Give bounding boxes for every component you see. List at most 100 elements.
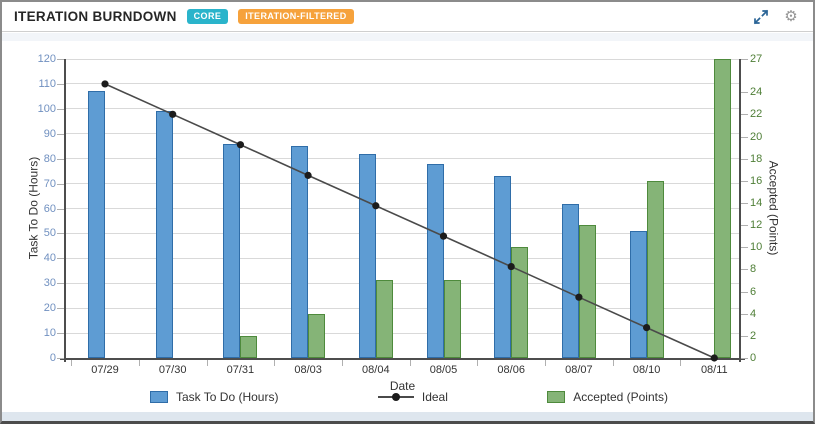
legend-label: Accepted (Points): [573, 390, 668, 404]
right-tick-mark: [741, 136, 748, 138]
task-to-do-bar[interactable]: [358, 153, 376, 358]
accepted-bar[interactable]: [308, 313, 326, 358]
right-tick-mark: [741, 114, 748, 116]
x-axis-title: Date: [389, 379, 416, 393]
accepted-bar[interactable]: [578, 225, 596, 358]
task-to-do-bar[interactable]: [88, 91, 105, 358]
left-tick-mark: [57, 208, 64, 210]
right-tick-mark: [741, 313, 748, 315]
x-tick-mark: [477, 360, 479, 366]
ideal-point[interactable]: [575, 293, 583, 301]
right-tick-label: 14: [750, 196, 763, 209]
expand-icon[interactable]: [751, 7, 771, 27]
left-tick-mark: [57, 333, 64, 335]
left-tick-label: 100: [37, 102, 56, 115]
x-tick-label: 08/11: [700, 364, 728, 376]
right-tick-label: 27: [750, 53, 763, 65]
right-tick-label: 18: [750, 152, 763, 165]
legend-item-accepted[interactable]: Accepted (Points): [547, 390, 668, 404]
right-axis-line: [739, 59, 741, 362]
right-tick-label: 24: [750, 86, 763, 99]
right-tick-label: 10: [750, 241, 763, 254]
ideal-point[interactable]: [236, 141, 244, 149]
accepted-bar[interactable]: [511, 247, 529, 358]
grid-line: [66, 332, 739, 334]
right-tick-label: 12: [750, 219, 763, 232]
ideal-point[interactable]: [507, 262, 515, 271]
right-tick-mark: [741, 358, 748, 359]
accepted-bar[interactable]: [646, 180, 664, 358]
x-tick-mark: [71, 360, 73, 366]
right-tick-label: 0: [750, 352, 757, 364]
grid-line: [66, 83, 739, 85]
x-tick-mark: [409, 360, 411, 366]
legend-item-ideal[interactable]: Ideal: [377, 390, 448, 404]
accepted-bar[interactable]: [443, 280, 461, 358]
x-tick-label: 08/05: [429, 364, 458, 376]
left-tick-mark: [57, 283, 64, 285]
ideal-point[interactable]: [101, 80, 109, 88]
left-tick-mark: [57, 233, 64, 235]
ideal-point[interactable]: [372, 202, 380, 210]
ideal-point[interactable]: [439, 232, 448, 240]
accepted-bar[interactable]: [375, 280, 393, 358]
task-to-do-swatch: [150, 391, 168, 403]
right-tick-mark: [741, 335, 748, 337]
grid-line: [66, 257, 739, 259]
x-tick-mark: [612, 360, 614, 366]
x-tick-mark: [138, 360, 140, 366]
ideal-point[interactable]: [643, 324, 651, 332]
grid-line: [66, 183, 739, 185]
ideal-marker: [377, 393, 414, 401]
ideal-point[interactable]: [304, 171, 312, 179]
right-tick-mark: [741, 202, 748, 204]
right-tick-mark: [741, 92, 748, 94]
x-tick-label: 08/03: [294, 364, 322, 376]
task-to-do-bar[interactable]: [155, 111, 173, 358]
task-to-do-bar[interactable]: [223, 143, 241, 358]
x-tick-label: 08/10: [632, 364, 661, 376]
right-tick-mark: [741, 247, 748, 249]
left-tick-label: 70: [43, 177, 56, 190]
task-to-do-bar[interactable]: [561, 203, 579, 358]
legend-label: Ideal: [421, 390, 448, 404]
right-tick-mark: [741, 225, 748, 227]
left-tick-mark: [57, 308, 64, 310]
accepted-bar[interactable]: [714, 59, 732, 358]
grid-line: [66, 208, 739, 209]
grid-line: [66, 158, 739, 160]
accepted-swatch: [547, 391, 566, 403]
ideal-point[interactable]: [710, 354, 718, 362]
gear-icon[interactable]: ⚙: [784, 8, 798, 25]
left-tick-label: 10: [43, 327, 56, 340]
accepted-bar[interactable]: [240, 335, 258, 358]
grid-line: [66, 282, 739, 284]
right-tick-label: 4: [750, 307, 757, 320]
grid-line: [66, 133, 739, 135]
legend-label: Task To Do (Hours): [176, 390, 279, 404]
task-to-do-bar[interactable]: [291, 146, 309, 358]
x-tick-mark: [206, 360, 208, 366]
ideal-point[interactable]: [169, 110, 177, 118]
task-to-do-bar[interactable]: [426, 163, 444, 358]
x-tick-mark: [680, 360, 682, 366]
left-tick-mark: [57, 158, 64, 160]
grid-line: [66, 307, 739, 309]
left-tick-mark: [57, 108, 64, 110]
right-tick-mark: [741, 291, 748, 293]
right-tick-label: 2: [750, 329, 757, 342]
x-tick-label: 08/04: [362, 364, 390, 376]
left-tick-mark: [57, 83, 64, 85]
legend-item-task-to-do[interactable]: Task To Do (Hours): [150, 390, 278, 404]
x-tick-mark: [274, 360, 276, 366]
right-tick-label: 6: [750, 285, 757, 298]
x-tick-label: 07/31: [226, 364, 255, 376]
header-substrip: [2, 33, 813, 41]
left-tick-label: 80: [43, 152, 56, 165]
x-tick-label: 07/29: [91, 364, 119, 376]
left-tick-label: 0: [49, 352, 56, 364]
grid-line: [66, 232, 739, 234]
right-tick-label: 8: [750, 263, 757, 276]
widget-footer-strip: [2, 412, 813, 421]
